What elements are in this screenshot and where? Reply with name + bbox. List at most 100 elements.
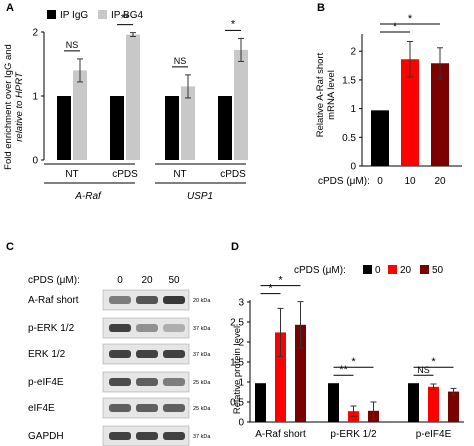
chart-b-bar — [371, 110, 389, 166]
blot-row-label: GAPDH — [28, 431, 64, 442]
panel-letter-d: D — [231, 241, 239, 253]
chart-d-ytick-label: 0 — [238, 418, 244, 429]
blot-band — [163, 378, 185, 386]
legend-a-igg-swatch — [47, 10, 56, 19]
chart-b-ytick-label: 0 — [350, 162, 356, 173]
chart-b-sig-label: * — [408, 13, 413, 25]
legend-d-label: 20 — [400, 265, 412, 276]
blot-row-label: ERK 1/2 — [28, 349, 66, 360]
blot-kda-label: 37 kDa — [193, 326, 211, 332]
chart-b-ytick-label: 1.5 — [342, 75, 356, 86]
chart-b: Relative A-Raf short mRNA level 0 0.5 1 1.5… — [315, 13, 462, 187]
blot-band — [109, 378, 131, 386]
chart-d-ytick-label: 1 — [238, 378, 244, 389]
western-blot: cPDS (μM): 0 20 50 A-Raf short 20 kDa p-ERK … — [28, 275, 211, 446]
panel-letter-c: C — [6, 241, 14, 253]
legend-a-bg4-swatch — [98, 10, 107, 19]
blot-band — [163, 350, 185, 358]
chart-a-ytick-label: 0 — [32, 156, 38, 167]
legend-d-swatch — [363, 265, 372, 274]
chart-b-bar — [401, 59, 419, 166]
legend-d-swatch — [420, 265, 429, 274]
blot-row-label: A-Raf short — [28, 295, 79, 306]
blot-band — [163, 296, 185, 304]
chart-b-sig-label: * — [393, 21, 398, 33]
chart-a-bar-igg — [218, 96, 232, 160]
chart-a-bar-bg4 — [126, 34, 140, 161]
blot-band — [109, 432, 131, 440]
blot-band — [109, 404, 131, 412]
blot-band — [163, 404, 185, 412]
chart-b-xlabel: cPDS (μM): — [318, 176, 370, 187]
chart-a-bar-bg4 — [73, 70, 87, 160]
chart-d-bar — [448, 391, 459, 422]
chart-a-xtick-label: NT — [65, 169, 78, 180]
chart-d-bar — [428, 386, 439, 422]
chart-d-bar — [408, 383, 419, 422]
chart-a-ytick-label: 2 — [32, 28, 38, 39]
blot-kda-label: 25 kDa — [193, 406, 211, 412]
chart-d-sig-label: * — [431, 356, 436, 368]
blot-band — [136, 404, 158, 412]
chart-b-xtick-label: 20 — [434, 176, 446, 187]
blot-kda-label: 20 kDa — [193, 298, 211, 304]
chart-a-bar-igg — [165, 96, 179, 160]
legend-d-label: 0 — [375, 265, 381, 276]
chart-b-ylabel-2: mRNA level — [326, 70, 337, 120]
chart-d-sig-label: NS — [417, 365, 430, 375]
chart-d-bar — [328, 383, 339, 422]
chart-a-group-label-araf: A-Raf — [74, 191, 102, 202]
blot-kda-label: 37 kDa — [193, 434, 211, 440]
chart-d-sig-label: ** — [339, 364, 348, 376]
blot-row-label: eIF4E — [28, 403, 55, 414]
legend-d-swatch — [388, 265, 397, 274]
chart-a-xtick-label: NT — [173, 169, 186, 180]
blot-band — [109, 296, 131, 304]
legend-d-label: 50 — [432, 265, 444, 276]
blot-band — [163, 324, 185, 332]
chart-b-bar — [431, 63, 449, 167]
blot-lane-label: 20 — [141, 275, 153, 286]
blot-band — [109, 324, 131, 332]
blot-band — [109, 350, 131, 358]
chart-a-bar-igg — [110, 96, 124, 160]
chart-a-sig-label: * — [231, 18, 236, 30]
chart-a-xtick-label: cPDS — [112, 169, 138, 180]
chart-a-sig-label: NS — [66, 40, 79, 50]
chart-d-ytick-label: 1.5 — [230, 358, 244, 369]
panel-letter-a: A — [6, 2, 14, 14]
blot-band — [136, 324, 158, 332]
legend-a-bg4-label: IP BG4 — [111, 10, 143, 21]
chart-d-ylabel: Relative protein level — [232, 326, 243, 414]
blot-band — [136, 296, 158, 304]
chart-a-ylabel-1: Fold enrichment over IgG and — [3, 44, 14, 170]
chart-d-ytick-label: 0.5 — [230, 398, 244, 409]
chart-a-bar-igg — [57, 96, 71, 160]
chart-d-sig-label: * — [278, 275, 283, 287]
chart-d-xtick-label: p-eIF4E — [416, 429, 452, 440]
panel-letter-b: B — [317, 2, 325, 14]
chart-a-sig-label: NS — [174, 56, 187, 66]
chart-a-ytick-label: 1 — [32, 92, 38, 103]
chart-d-ytick-label: 2.5 — [230, 318, 244, 329]
blot-kda-label: 25 kDa — [193, 380, 211, 386]
blot-kda-label: 37 kDa — [193, 352, 211, 358]
chart-d: cPDS (μM): 0 20 50 Relative protein level … — [230, 265, 464, 440]
blot-header-label: cPDS (μM): — [28, 275, 80, 286]
chart-d-ytick-label: 3 — [238, 298, 244, 309]
chart-a-sig-label: ** — [121, 13, 130, 25]
chart-b-xtick-label: 0 — [377, 176, 383, 187]
legend-a-igg-label: IP IgG — [60, 10, 88, 21]
chart-b-ytick-label: 2 — [350, 47, 356, 58]
chart-d-sig-label: * — [268, 283, 273, 295]
chart-d-xtick-label: A-Raf short — [255, 429, 306, 440]
blot-lane-label: 50 — [168, 275, 180, 286]
chart-a: IP IgG IP BG4 Fold enrichment over IgG a… — [3, 10, 248, 202]
chart-a-bar-bg4 — [181, 86, 195, 160]
chart-a-xtick-label: cPDS — [220, 169, 246, 180]
chart-d-bar — [255, 383, 266, 422]
chart-a-group-label-usp1: USP1 — [187, 191, 213, 202]
chart-b-xtick-label: 10 — [404, 176, 416, 187]
blot-row-label: p-eIF4E — [28, 377, 64, 388]
